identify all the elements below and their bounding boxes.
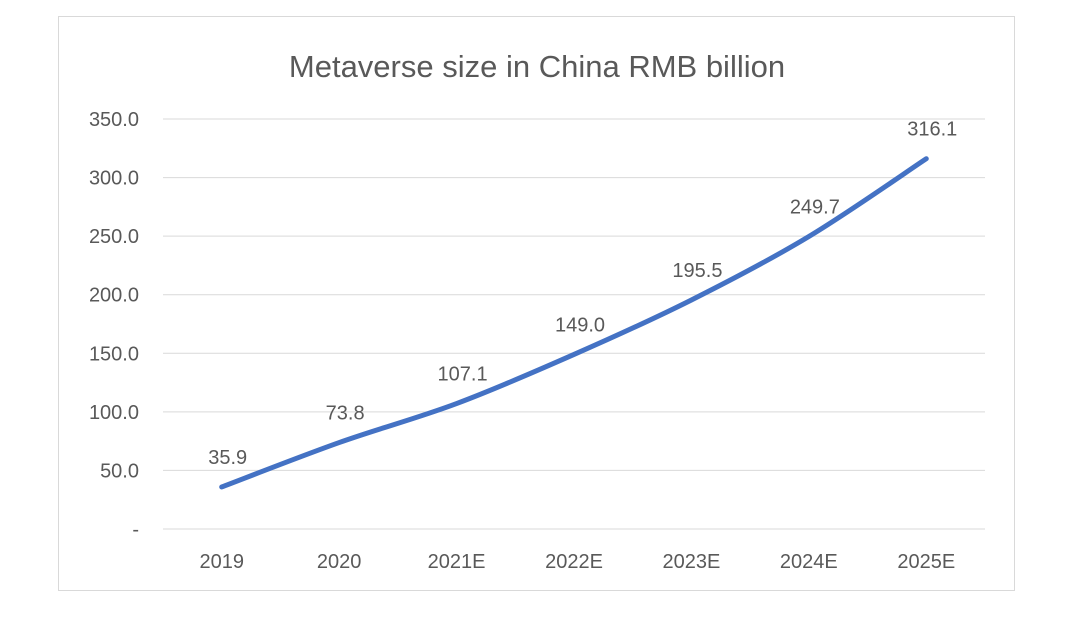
line-chart: Metaverse size in China RMB billion - 50.…: [89, 49, 985, 573]
data-label: 316.1: [907, 119, 957, 141]
y-tick-label: 100.0: [89, 402, 139, 424]
data-label: 73.8: [326, 403, 365, 425]
series-line-group: [219, 156, 929, 490]
y-tick-label: 50.0: [100, 460, 139, 482]
data-label: 249.7: [790, 196, 840, 218]
chart-area: Metaverse size in China RMB billion - 50.…: [58, 16, 1015, 591]
data-label: 149.0: [555, 314, 605, 336]
y-tick-label: 200.0: [89, 285, 139, 307]
series-line: [219, 156, 929, 490]
chart-title: Metaverse size in China RMB billion: [289, 49, 785, 84]
x-tick-label: 2020: [317, 551, 362, 573]
data-label: 195.5: [672, 260, 722, 282]
x-tick-label: 2023E: [663, 551, 721, 573]
y-tick-label: 350.0: [89, 109, 139, 131]
data-label: 107.1: [438, 364, 488, 386]
x-tick-label: 2021E: [428, 551, 486, 573]
y-axis-ticks: - 50.0 100.0 150.0 200.0 250.0 300.0 350.0: [89, 109, 139, 541]
data-label: 35.9: [208, 447, 247, 469]
gridlines: [163, 118, 985, 530]
x-tick-label: 2019: [199, 551, 244, 573]
y-tick-label: -: [132, 519, 139, 541]
x-tick-label: 2024E: [780, 551, 838, 573]
y-tick-label: 300.0: [89, 168, 139, 190]
x-tick-label: 2022E: [545, 551, 603, 573]
x-tick-label: 2025E: [897, 551, 955, 573]
x-axis-ticks: 2019 2020 2021E 2022E 2023E 2024E 2025E: [199, 551, 955, 573]
y-tick-label: 150.0: [89, 343, 139, 365]
y-tick-label: 250.0: [89, 226, 139, 248]
data-labels: 35.9 73.8 107.1 149.0 195.5 249.7 316.1: [208, 119, 957, 469]
